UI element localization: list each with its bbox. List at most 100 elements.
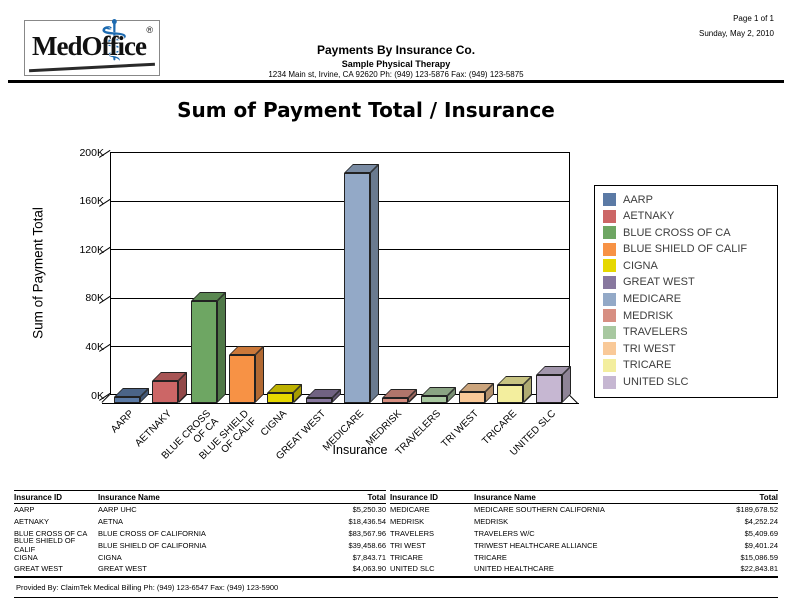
legend-item: MEDICARE bbox=[603, 292, 773, 306]
table-row: AARP AARP UHC $5,250.30 bbox=[14, 504, 386, 516]
legend-item: AETNAKY bbox=[603, 209, 773, 223]
cell-total: $39,458.66 bbox=[348, 540, 386, 550]
legend-swatch bbox=[603, 309, 616, 323]
plot-area bbox=[110, 152, 570, 395]
cell-total: $18,436.54 bbox=[348, 517, 386, 527]
cell-total: $4,252.24 bbox=[744, 517, 778, 527]
registered-mark: ® bbox=[146, 25, 153, 35]
y-tick-label: 40K bbox=[85, 340, 104, 353]
legend-item: UNITED SLC bbox=[603, 375, 773, 389]
y-tick-label: 160K bbox=[79, 195, 104, 208]
legend-label: BLUE SHIELD OF CALIF bbox=[623, 243, 748, 256]
cell-insurance-name: AETNA bbox=[98, 517, 124, 527]
cell-insurance-name: CIGNA bbox=[98, 552, 122, 562]
cell-insurance-name: GREAT WEST bbox=[98, 564, 147, 574]
header-rule bbox=[8, 80, 784, 83]
legend-item: BLUE SHIELD OF CALIF bbox=[603, 242, 773, 256]
cell-insurance-name: UNITED HEALTHCARE bbox=[474, 564, 554, 574]
cell-insurance-name: TRIWEST HEALTHCARE ALLIANCE bbox=[474, 540, 598, 550]
gridline bbox=[111, 200, 569, 202]
legend-item: TRAVELERS bbox=[603, 325, 773, 339]
table-bottom-rule bbox=[14, 576, 778, 578]
legend-swatch bbox=[603, 259, 616, 273]
footer-rule bbox=[14, 597, 778, 598]
cell-insurance-id: MEDRISK bbox=[390, 517, 425, 527]
gridline bbox=[111, 249, 569, 251]
legend-item: MEDRISK bbox=[603, 309, 773, 323]
legend-swatch bbox=[603, 209, 616, 223]
cell-insurance-name: TRICARE bbox=[474, 552, 507, 562]
legend-label: MEDICARE bbox=[623, 293, 682, 306]
cell-total: $7,843.71 bbox=[352, 552, 386, 562]
bar-front-face bbox=[190, 301, 217, 403]
bar-front-face bbox=[497, 384, 524, 403]
footer-text: Provided By: ClaimTek Medical Billing Ph… bbox=[16, 583, 279, 592]
caduceus-icon: ⚕ bbox=[99, 9, 130, 72]
legend-item: GREAT WEST bbox=[603, 275, 773, 289]
cell-insurance-name: AARP UHC bbox=[98, 505, 137, 515]
table-row: UNITED SLC UNITED HEALTHCARE $22,843.81 bbox=[390, 563, 778, 575]
cell-insurance-id: TRICARE bbox=[390, 552, 423, 562]
legend-item: AARP bbox=[603, 193, 773, 206]
cell-insurance-id: TRI WEST bbox=[390, 540, 426, 550]
bar-side-face bbox=[216, 292, 226, 403]
page-number: Page 1 of 1 bbox=[733, 14, 774, 23]
legend-swatch bbox=[603, 325, 616, 339]
table-header-row: Insurance ID Insurance Name Total bbox=[390, 490, 778, 504]
bar-front-face bbox=[267, 393, 294, 403]
legend-label: CIGNA bbox=[623, 259, 658, 272]
cell-total: $22,843.81 bbox=[740, 564, 778, 574]
legend-item: CIGNA bbox=[603, 259, 773, 273]
cell-insurance-id: GREAT WEST bbox=[14, 564, 63, 574]
legend-item: TRICARE bbox=[603, 358, 773, 372]
legend-label: BLUE CROSS OF CA bbox=[623, 226, 731, 239]
legend-swatch bbox=[603, 275, 616, 289]
legend-label: TRI WEST bbox=[623, 342, 676, 355]
legend-swatch bbox=[603, 226, 616, 240]
table-row: BLUE CROSS OF CA BLUE CROSS OF CALIFORNIA… bbox=[14, 528, 386, 540]
cell-insurance-id: AETNAKY bbox=[14, 517, 50, 527]
cell-insurance-name: TRAVELERS W/C bbox=[474, 528, 535, 538]
bar-front-face bbox=[420, 396, 447, 403]
logo-text: MedOffice bbox=[32, 31, 147, 61]
legend-swatch bbox=[603, 375, 616, 389]
report-date: Sunday, May 2, 2010 bbox=[698, 29, 774, 38]
x-axis-title: Insurance bbox=[332, 443, 388, 457]
cell-insurance-id: UNITED SLC bbox=[390, 564, 435, 574]
bar-front-face bbox=[229, 355, 255, 403]
legend-label: MEDRISK bbox=[623, 309, 674, 322]
cell-insurance-id: BLUE SHIELD OF CALIF bbox=[14, 536, 76, 555]
bar-chart: Sum of Payment Total 0K 40K 80K 120K 160K 200… bbox=[20, 140, 778, 480]
y-axis-title: Sum of Payment Total bbox=[30, 207, 46, 339]
x-category-label: UNITED SLC bbox=[507, 408, 558, 459]
cell-total: $9,401.24 bbox=[744, 540, 778, 550]
bar-front-face bbox=[382, 397, 409, 403]
insurance-table-right: Insurance ID Insurance Name Total MEDICARE M… bbox=[390, 490, 778, 575]
gridline bbox=[111, 346, 569, 348]
legend-label: TRAVELERS bbox=[623, 326, 688, 339]
y-tick-label: 0K bbox=[91, 389, 104, 402]
legend-label: UNITED SLC bbox=[623, 376, 689, 389]
legend-label: AARP bbox=[623, 193, 653, 206]
legend-swatch bbox=[603, 193, 616, 206]
cell-insurance-id: TRAVELERS bbox=[390, 528, 435, 538]
chart-legend: AARP AETNAKY BLUE CROSS OF CA BLUE SHIELD O… bbox=[594, 185, 778, 399]
legend-swatch bbox=[603, 292, 616, 306]
cell-insurance-name: BLUE SHIELD OF CALIFORNIA bbox=[98, 540, 207, 550]
legend-label: GREAT WEST bbox=[623, 276, 695, 289]
col-header-insurance-name: Insurance Name bbox=[474, 492, 536, 502]
col-header-insurance-name: Insurance Name bbox=[98, 492, 160, 502]
cell-insurance-name: MEDICARE SOUTHERN CALIFORNIA bbox=[474, 505, 605, 515]
report-title: Payments By Insurance Co. bbox=[316, 43, 476, 57]
bar-front-face bbox=[535, 375, 562, 403]
table-row: CIGNA CIGNA $7,843.71 bbox=[14, 551, 386, 563]
legend-item: TRI WEST bbox=[603, 342, 773, 356]
legend-label: AETNAKY bbox=[623, 210, 675, 223]
table-row: BLUE SHIELD OF CALIF BLUE SHIELD OF CALIF… bbox=[14, 536, 386, 555]
y-tick-label: 120K bbox=[79, 243, 104, 256]
legend-label: TRICARE bbox=[623, 359, 672, 372]
table-row: TRI WEST TRIWEST HEALTHCARE ALLIANCE $9,40… bbox=[390, 539, 778, 551]
table-row: MEDICARE MEDICARE SOUTHERN CALIFORNIA $189… bbox=[390, 504, 778, 516]
cell-total: $5,409.69 bbox=[744, 528, 778, 538]
